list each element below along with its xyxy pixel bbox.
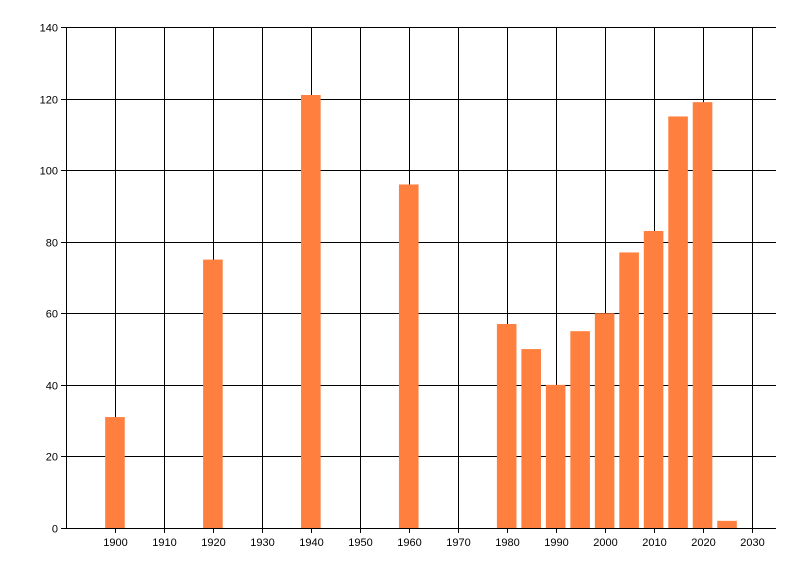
x-tick-label: 1950 <box>348 537 372 549</box>
bar-1900 <box>105 417 125 528</box>
y-tick-label: 60 <box>46 309 58 321</box>
bar-1940 <box>301 94 321 528</box>
y-tick-label: 80 <box>46 238 58 250</box>
x-tick-label: 1980 <box>495 537 519 549</box>
bar-2000 <box>594 313 615 528</box>
y-tick-label: 120 <box>40 95 58 107</box>
bar-2015 <box>668 116 688 528</box>
bar-1980 <box>496 324 517 528</box>
x-tick-label: 1910 <box>152 537 176 549</box>
x-tick-label: 1930 <box>250 537 274 549</box>
x-tick-label: 1990 <box>544 537 568 549</box>
x-tick-label: 2020 <box>691 537 715 549</box>
axes <box>61 27 776 533</box>
x-tick-label: 1920 <box>201 537 225 549</box>
bar-1995 <box>570 331 590 528</box>
y-tick-label: 140 <box>40 23 58 35</box>
y-tick-label: 40 <box>46 381 58 393</box>
x-tick-label: 1970 <box>446 537 470 549</box>
x-tick-label: 2000 <box>593 537 617 549</box>
x-tick-label: 1960 <box>397 537 421 549</box>
y-tick-label: 20 <box>46 452 58 464</box>
tick-labels: 0 20 40 60 80 100 120 140 1900 1910 1920 1930 1940 19… <box>40 23 765 550</box>
bar-1920 <box>203 259 223 528</box>
y-tick-label: 0 <box>52 524 58 536</box>
bar-1960 <box>398 184 419 528</box>
bar-1990 <box>545 384 566 528</box>
bar-2010 <box>643 230 664 528</box>
y-tick-label: 100 <box>40 166 58 178</box>
x-tick-label: 1940 <box>299 537 323 549</box>
x-tick-label: 2010 <box>642 537 666 549</box>
bar-2025 <box>717 520 737 528</box>
x-tick-label: 2030 <box>740 537 764 549</box>
x-tick-label: 1900 <box>103 537 127 549</box>
bars <box>105 94 737 529</box>
bar-2020 <box>692 102 713 529</box>
bar-1985 <box>521 349 541 528</box>
bar-2005 <box>619 252 639 528</box>
